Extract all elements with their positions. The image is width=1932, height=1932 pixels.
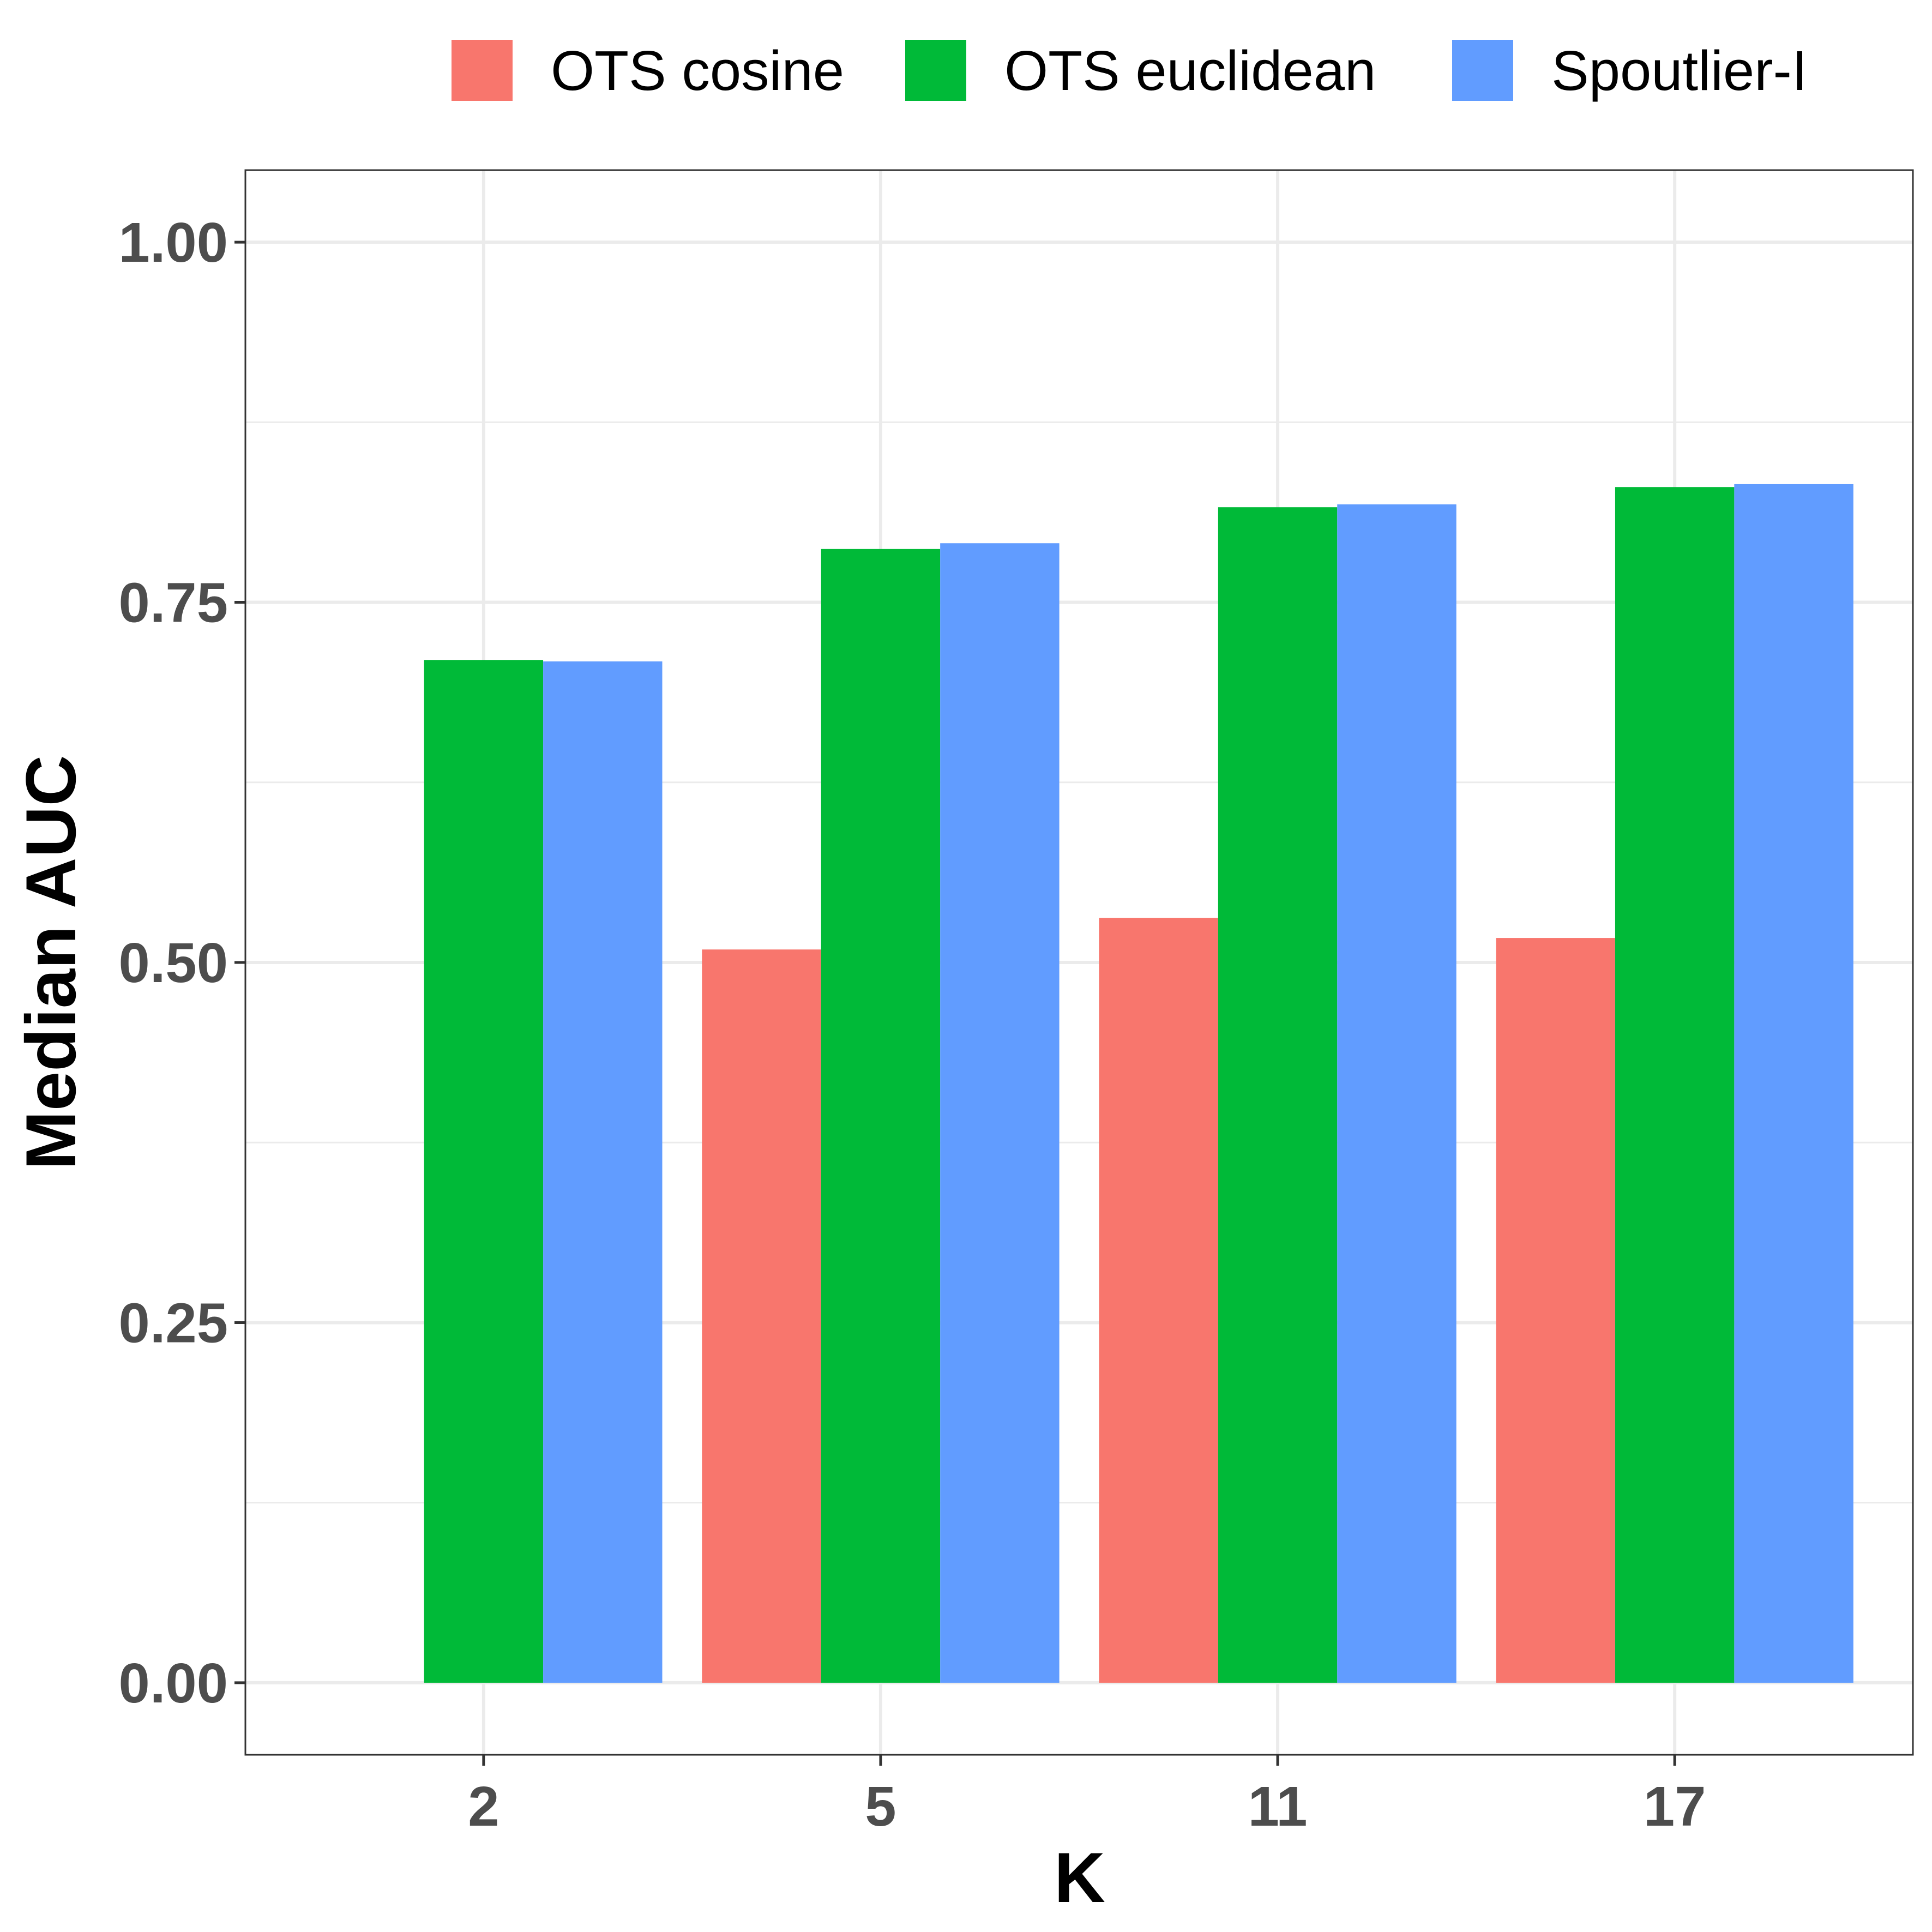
- legend: OTS cosine OTS euclidean Spoutlier-I: [452, 39, 1807, 102]
- bar-spoutlier-i-k11: [1337, 504, 1456, 1683]
- bar-ots-cosine-k11: [1099, 918, 1218, 1683]
- legend-label: Spoutlier-I: [1551, 39, 1807, 102]
- y-axis-title: Median AUC: [11, 755, 91, 1170]
- legend-label: OTS euclidean: [1004, 39, 1376, 102]
- bar-spoutlier-i-k5: [940, 543, 1060, 1683]
- legend-swatch: [452, 40, 513, 101]
- bar-ots-cosine-k17: [1496, 938, 1615, 1683]
- x-tick-label: 17: [1644, 1775, 1706, 1838]
- x-axis-title: K: [1054, 1838, 1105, 1917]
- y-tick-label: 0.75: [119, 571, 228, 634]
- legend-swatch: [905, 40, 966, 101]
- y-tick-label: 0.25: [119, 1291, 228, 1354]
- bar-ots-euclidean-k5: [821, 549, 941, 1683]
- bar-spoutlier-i-k2: [543, 661, 663, 1683]
- x-axis: 2 5 11 17: [468, 1755, 1706, 1838]
- bar-ots-cosine-k5: [702, 949, 821, 1683]
- bar-spoutlier-i-k17: [1734, 484, 1853, 1683]
- x-tick-label: 11: [1248, 1775, 1308, 1838]
- legend-label: OTS cosine: [551, 39, 844, 102]
- bars: [424, 484, 1853, 1683]
- legend-swatch: [1452, 40, 1513, 101]
- bar-ots-euclidean-k11: [1218, 507, 1338, 1683]
- bar-ots-euclidean-k17: [1615, 487, 1735, 1683]
- x-tick-label: 2: [468, 1775, 499, 1838]
- y-axis: 0.00 0.25 0.50 0.75 1.00: [119, 211, 245, 1714]
- y-tick-label: 1.00: [119, 211, 228, 274]
- y-tick-label: 0.00: [119, 1652, 228, 1714]
- y-tick-label: 0.50: [119, 931, 228, 994]
- bar-ots-euclidean-k2: [424, 660, 544, 1683]
- x-tick-label: 5: [865, 1775, 896, 1838]
